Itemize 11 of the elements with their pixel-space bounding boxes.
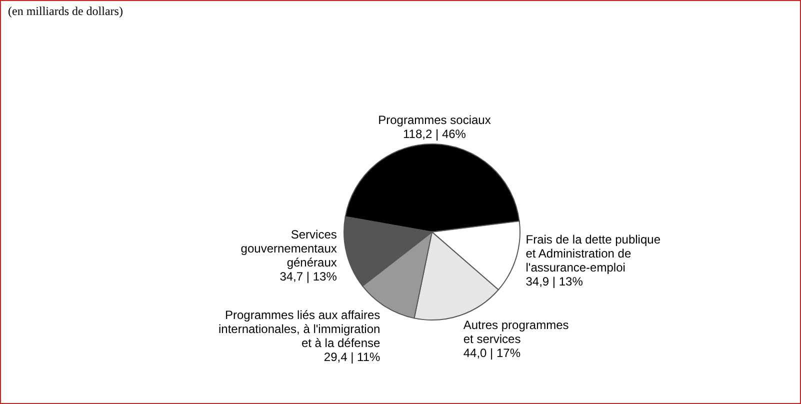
slice-label: Autres programmes et services [463,318,569,346]
data-label: 34,7 | 13% [280,270,338,284]
slice-label: Programmes liés aux affaires internationales, à l'immigration et à la défense [218,308,381,350]
data-label: 44,0 | 17% [463,346,521,360]
slice-label: Programmes sociaux [378,113,491,128]
data-label: 34,9 | 13% [526,274,584,289]
data-label: 118,2 | 46% [403,127,466,142]
data-label: 29,4 | 11% [324,350,381,364]
slice-label: Frais de la dette publique et Administration de l'assurance-emploi [526,232,661,275]
text: (en milliards de dollars) [8,4,123,18]
slice-label: Services gouvernementaux généraux [240,228,337,270]
